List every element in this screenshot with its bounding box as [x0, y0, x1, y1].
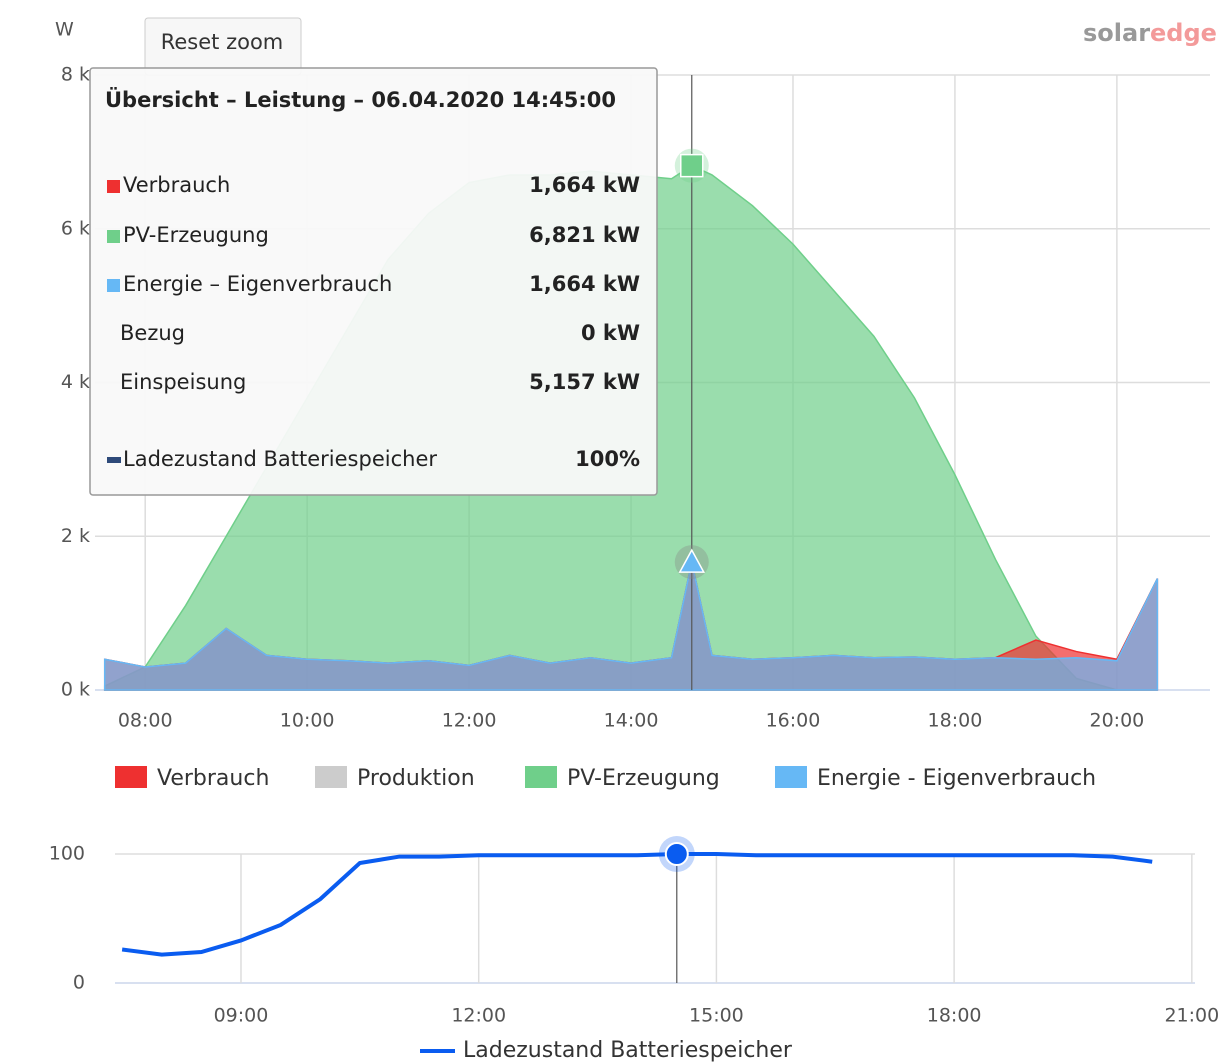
y-tick-label: 6 k: [61, 217, 90, 239]
hover-marker: [664, 842, 689, 866]
legend-label[interactable]: Verbrauch: [157, 766, 269, 791]
logo-part: edge: [1150, 19, 1217, 47]
tooltip-value: 100%: [575, 447, 640, 471]
x-tick-label: 12:00: [442, 710, 497, 732]
legend-label[interactable]: Ladezustand Batteriespeicher: [463, 1038, 793, 1063]
x-tick-label: 14:00: [604, 710, 659, 732]
x-tick-label: 18:00: [928, 710, 983, 732]
hover-marker: [678, 548, 706, 573]
tooltip-value: 0 kW: [581, 321, 640, 345]
tooltip-value: 6,821 kW: [529, 223, 640, 247]
tooltip-symbol: [107, 180, 120, 193]
legend-label[interactable]: Produktion: [357, 766, 475, 791]
tooltip: Übersicht – Leistung – 06.04.2020 14:45:…: [89, 67, 658, 496]
tooltip-label: Einspeisung: [120, 370, 246, 394]
x-tick-label: 18:00: [927, 1005, 982, 1027]
tooltip-label: Bezug: [120, 321, 185, 345]
x-tick-label: 10:00: [280, 710, 335, 732]
legend-symbol[interactable]: [775, 766, 807, 788]
reset-zoom[interactable]: Reset zoom: [144, 17, 302, 76]
tooltip-box: [89, 67, 658, 496]
legend-symbol[interactable]: [315, 766, 347, 788]
tooltip-title: Übersicht – Leistung – 06.04.2020 14:45:…: [105, 87, 616, 112]
y-tick-label: 100: [49, 843, 85, 865]
x-tick-label: 12:00: [451, 1005, 506, 1027]
tooltip-value: 5,157 kW: [529, 370, 640, 394]
y-tick-label: 4 k: [61, 371, 90, 393]
tooltip-symbol: [107, 279, 120, 292]
x-tick-label: 20:00: [1089, 710, 1144, 732]
legend-symbol[interactable]: [525, 766, 557, 788]
x-tick-label: 21:00: [1164, 1005, 1219, 1027]
reset-zoom-label[interactable]: Reset zoom: [161, 30, 284, 54]
tooltip-symbol: [107, 230, 120, 243]
x-tick-label: 09:00: [214, 1005, 269, 1027]
hover-marker: [680, 153, 704, 178]
logo: solaredge: [1083, 19, 1217, 47]
logo-part: solar: [1083, 19, 1150, 47]
y-tick-label: 0 k: [61, 679, 90, 701]
y-tick-label: 2 k: [61, 525, 90, 547]
tooltip-value: 1,664 kW: [529, 173, 640, 197]
legend-symbol[interactable]: [115, 766, 147, 788]
tooltip-symbol: [107, 457, 121, 463]
y-tick-label: 8 k: [61, 64, 90, 86]
tooltip-label: PV-Erzeugung: [123, 223, 269, 247]
x-tick-label: 16:00: [766, 710, 821, 732]
tooltip-label: Energie – Eigenverbrauch: [123, 272, 392, 296]
x-tick-label: 08:00: [118, 710, 173, 732]
legend-label[interactable]: Energie - Eigenverbrauch: [817, 766, 1096, 791]
line: [121, 852, 1153, 957]
battery-chart: 0 100 09:00 12:00 15:00 18:00 21:00 Ladezustand…: [49, 836, 1219, 1063]
area: [103, 561, 1159, 691]
tooltip-value: 1,664 kW: [529, 272, 640, 296]
y-axis-title: W: [55, 19, 74, 41]
tooltip-label: Verbrauch: [123, 173, 230, 197]
x-tick-label: 15:00: [689, 1005, 744, 1027]
tooltip-label: Ladezustand Batteriespeicher: [123, 447, 437, 471]
y-tick-label: 0: [73, 972, 85, 994]
legend-label[interactable]: PV-Erzeugung: [567, 766, 720, 791]
